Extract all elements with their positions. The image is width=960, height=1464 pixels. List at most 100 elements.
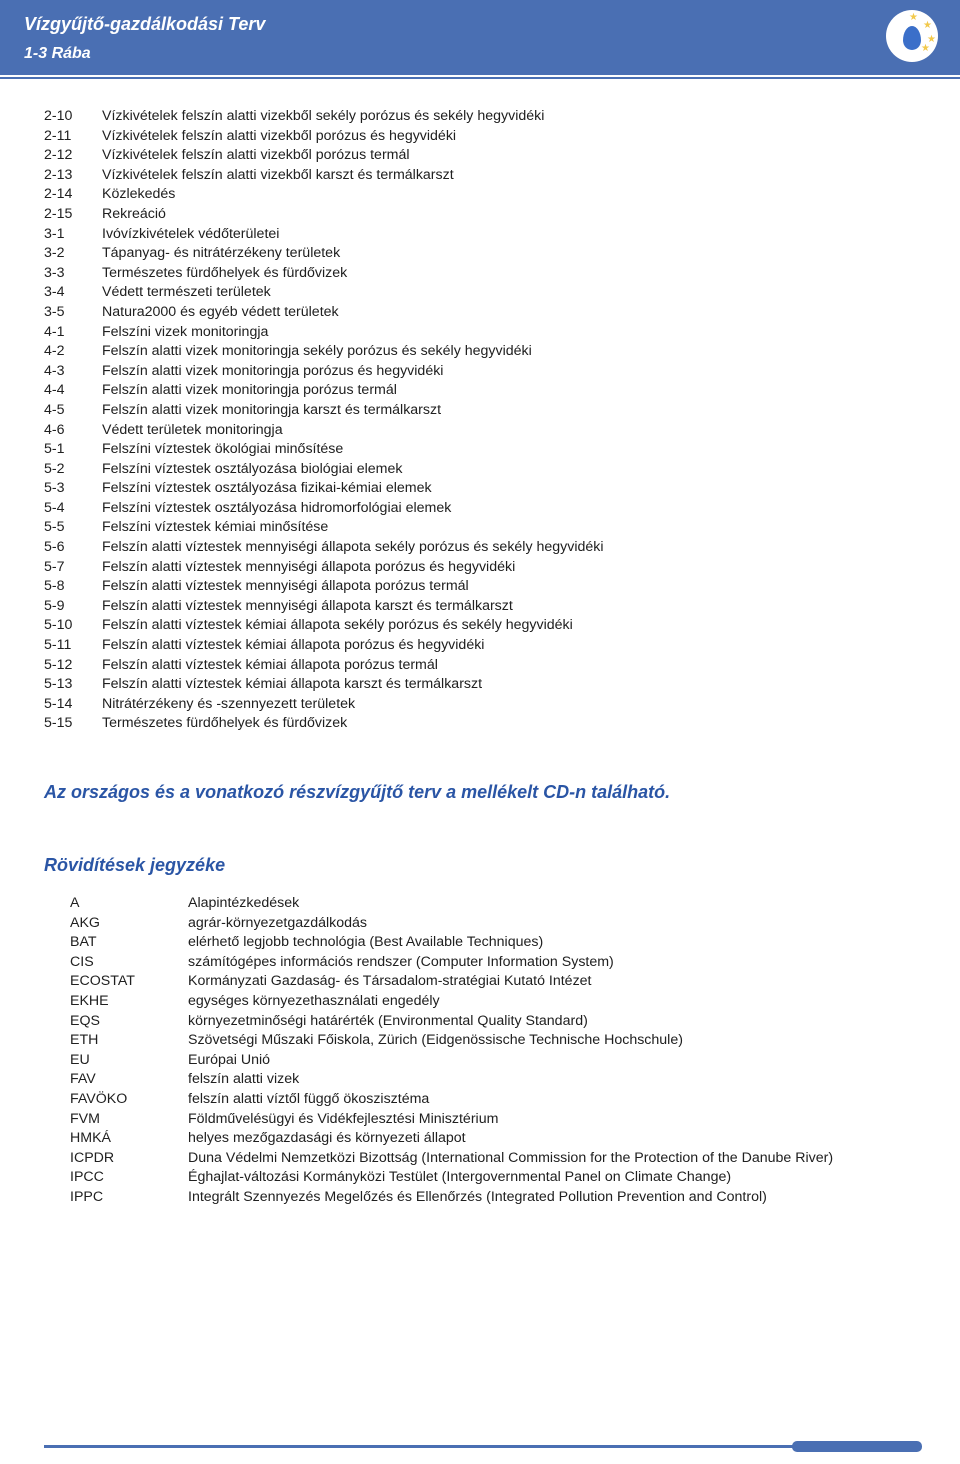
abbrev-value: agrár-környezetgazdálkodás: [188, 914, 833, 934]
list-item-number: 5-1: [44, 440, 102, 460]
list-item-number: 5-13: [44, 675, 102, 695]
abbrev-value: Európai Unió: [188, 1051, 833, 1071]
abbrev-key: BAT: [70, 933, 188, 953]
list-item-text: Felszíni víztestek osztályozása fizikai-…: [102, 479, 604, 499]
abbreviations-heading: Rövidítések jegyzéke: [44, 855, 916, 876]
abbrev-row: IPCCÉghajlat-változási Kormányközi Testü…: [70, 1168, 833, 1188]
page: Vízgyűjtő-gazdálkodási Terv 1-3 Rába ★ ★…: [0, 0, 960, 1464]
list-item: 5-1Felszíni víztestek ökológiai minősíté…: [44, 440, 604, 460]
list-item: 4-3Felszín alatti vizek monitoringja por…: [44, 362, 604, 382]
list-item-text: Felszíni víztestek kémiai minősítése: [102, 518, 604, 538]
list-item: 5-13Felszín alatti víztestek kémiai álla…: [44, 675, 604, 695]
list-item: 5-11Felszín alatti víztestek kémiai álla…: [44, 636, 604, 656]
list-item-text: Felszín alatti víztestek kémiai állapota…: [102, 656, 604, 676]
list-item-text: Nitrátérzékeny és -szennyezett területek: [102, 695, 604, 715]
list-item-number: 3-2: [44, 244, 102, 264]
list-item: 2-12Vízkivételek felszín alatti vizekből…: [44, 146, 604, 166]
list-item-number: 2-10: [44, 107, 102, 127]
list-item: 5-6Felszín alatti víztestek mennyiségi á…: [44, 538, 604, 558]
list-item: 4-5Felszín alatti vizek monitoringja kar…: [44, 401, 604, 421]
abbrev-row: EQSkörnyezetminőségi határérték (Environ…: [70, 1012, 833, 1032]
list-item: 5-2Felszíni víztestek osztályozása bioló…: [44, 460, 604, 480]
list-item: 3-4Védett természeti területek: [44, 283, 604, 303]
abbrev-key: ECOSTAT: [70, 972, 188, 992]
list-item: 2-14Közlekedés: [44, 185, 604, 205]
list-item: 3-1Ivóvízkivételek védőterületei: [44, 225, 604, 245]
list-item-text: Vízkivételek felszín alatti vizekből por…: [102, 146, 604, 166]
list-item-text: Védett területek monitoringja: [102, 421, 604, 441]
abbrev-row: CISszámítógépes információs rendszer (Co…: [70, 953, 833, 973]
abbrev-value: Szövetségi Műszaki Főiskola, Zürich (Eid…: [188, 1031, 833, 1051]
list-item-number: 5-8: [44, 577, 102, 597]
list-item: 2-10Vízkivételek felszín alatti vizekből…: [44, 107, 604, 127]
abbrev-key: ETH: [70, 1031, 188, 1051]
list-item-text: Felszín alatti víztestek mennyiségi álla…: [102, 558, 604, 578]
abbreviations-table: AAlapintézkedésekAKGagrár-környezetgazdá…: [70, 894, 833, 1208]
list-item-text: Vízkivételek felszín alatti vizekből sek…: [102, 107, 604, 127]
list-item: 3-3Természetes fürdőhelyek és fürdővizek: [44, 264, 604, 284]
list-item-number: 4-1: [44, 323, 102, 343]
list-item-text: Felszín alatti víztestek kémiai állapota…: [102, 616, 604, 636]
list-item-number: 3-1: [44, 225, 102, 245]
list-item-number: 4-2: [44, 342, 102, 362]
list-item-text: Közlekedés: [102, 185, 604, 205]
abbrev-row: BATelérhető legjobb technológia (Best Av…: [70, 933, 833, 953]
list-item: 5-12Felszín alatti víztestek kémiai álla…: [44, 656, 604, 676]
list-item-number: 2-14: [44, 185, 102, 205]
abbrev-value: elérhető legjobb technológia (Best Avail…: [188, 933, 833, 953]
list-item-number: 5-12: [44, 656, 102, 676]
abbreviations-block: AAlapintézkedésekAKGagrár-környezetgazdá…: [70, 894, 916, 1208]
abbrev-row: ETHSzövetségi Műszaki Főiskola, Zürich (…: [70, 1031, 833, 1051]
list-item: 5-15Természetes fürdőhelyek és fürdővize…: [44, 714, 604, 734]
list-item-text: Felszín alatti víztestek kémiai állapota…: [102, 636, 604, 656]
abbrev-row: EUEurópai Unió: [70, 1051, 833, 1071]
map-index-list: 2-10Vízkivételek felszín alatti vizekből…: [44, 107, 604, 734]
abbrev-value: Földművelésügyi és Vidékfejlesztési Mini…: [188, 1110, 833, 1130]
list-item-number: 2-12: [44, 146, 102, 166]
list-item: 4-4Felszín alatti vizek monitoringja por…: [44, 381, 604, 401]
abbrev-key: EKHE: [70, 992, 188, 1012]
list-item: 4-2Felszín alatti vizek monitoringja sek…: [44, 342, 604, 362]
abbrev-value: Integrált Szennyezés Megelőzés és Ellenő…: [188, 1188, 833, 1208]
list-item: 4-1Felszíni vizek monitoringja: [44, 323, 604, 343]
list-item-text: Felszíni vizek monitoringja: [102, 323, 604, 343]
abbrev-value: számítógépes információs rendszer (Compu…: [188, 953, 833, 973]
abbrev-value: Kormányzati Gazdaság- és Társadalom-stra…: [188, 972, 833, 992]
abbrev-row: ECOSTATKormányzati Gazdaság- és Társadal…: [70, 972, 833, 992]
list-item-number: 5-10: [44, 616, 102, 636]
content-area: 2-10Vízkivételek felszín alatti vizekből…: [0, 79, 960, 1236]
abbrev-key: HMKÁ: [70, 1129, 188, 1149]
abbrev-row: EKHEegységes környezethasználati engedél…: [70, 992, 833, 1012]
list-item-text: Ivóvízkivételek védőterületei: [102, 225, 604, 245]
footer-rule: [44, 1445, 916, 1448]
abbrev-row: ICPDRDuna Védelmi Nemzetközi Bizottság (…: [70, 1149, 833, 1169]
list-item-number: 3-4: [44, 283, 102, 303]
abbrev-key: FVM: [70, 1110, 188, 1130]
list-item-number: 4-5: [44, 401, 102, 421]
list-item-number: 3-5: [44, 303, 102, 323]
list-item-text: Felszín alatti víztestek mennyiségi álla…: [102, 538, 604, 558]
list-item-text: Tápanyag- és nitrátérzékeny területek: [102, 244, 604, 264]
list-item: 5-9Felszín alatti víztestek mennyiségi á…: [44, 597, 604, 617]
abbrev-row: AKGagrár-környezetgazdálkodás: [70, 914, 833, 934]
abbrev-key: A: [70, 894, 188, 914]
list-item-text: Vízkivételek felszín alatti vizekből kar…: [102, 166, 604, 186]
list-item: 2-13Vízkivételek felszín alatti vizekből…: [44, 166, 604, 186]
list-item: 3-5Natura2000 és egyéb védett területek: [44, 303, 604, 323]
list-item-text: Rekreáció: [102, 205, 604, 225]
list-item: 4-6Védett területek monitoringja: [44, 421, 604, 441]
list-item-number: 5-7: [44, 558, 102, 578]
abbrev-value: felszín alatti vizek: [188, 1070, 833, 1090]
list-item: 5-8Felszín alatti víztestek mennyiségi á…: [44, 577, 604, 597]
abbrev-key: IPCC: [70, 1168, 188, 1188]
list-item-text: Felszín alatti vizek monitoringja porózu…: [102, 381, 604, 401]
list-item-number: 4-6: [44, 421, 102, 441]
list-item-text: Felszín alatti vizek monitoringja porózu…: [102, 362, 604, 382]
list-item: 3-2Tápanyag- és nitrátérzékeny területek: [44, 244, 604, 264]
abbrev-value: környezetminőségi határérték (Environmen…: [188, 1012, 833, 1032]
list-item-text: Felszíni víztestek osztályozása hidromor…: [102, 499, 604, 519]
list-item-number: 5-9: [44, 597, 102, 617]
abbrev-key: EU: [70, 1051, 188, 1071]
list-item-text: Felszíni víztestek osztályozása biológia…: [102, 460, 604, 480]
list-item-text: Felszín alatti víztestek kémiai állapota…: [102, 675, 604, 695]
